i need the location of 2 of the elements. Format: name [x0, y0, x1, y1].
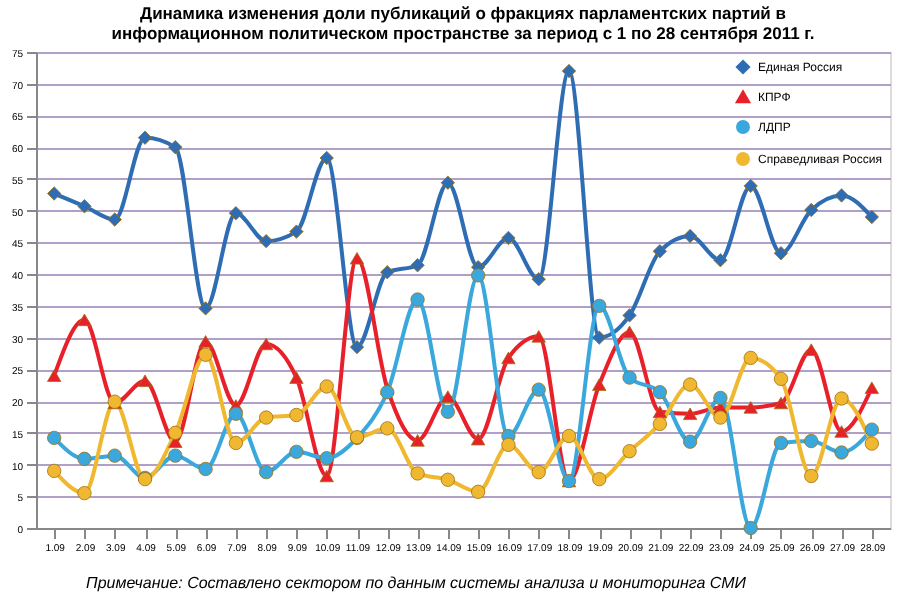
chart-title: Динамика изменения доли публикаций о фракциях парламентских партий в информационном политическом пространстве за период с 1 по 28 сентября 2011 г.	[111, 3, 815, 43]
text: Примечание: Составлено сектором по данным системы анализа и мониторинга СМИ	[86, 574, 747, 592]
